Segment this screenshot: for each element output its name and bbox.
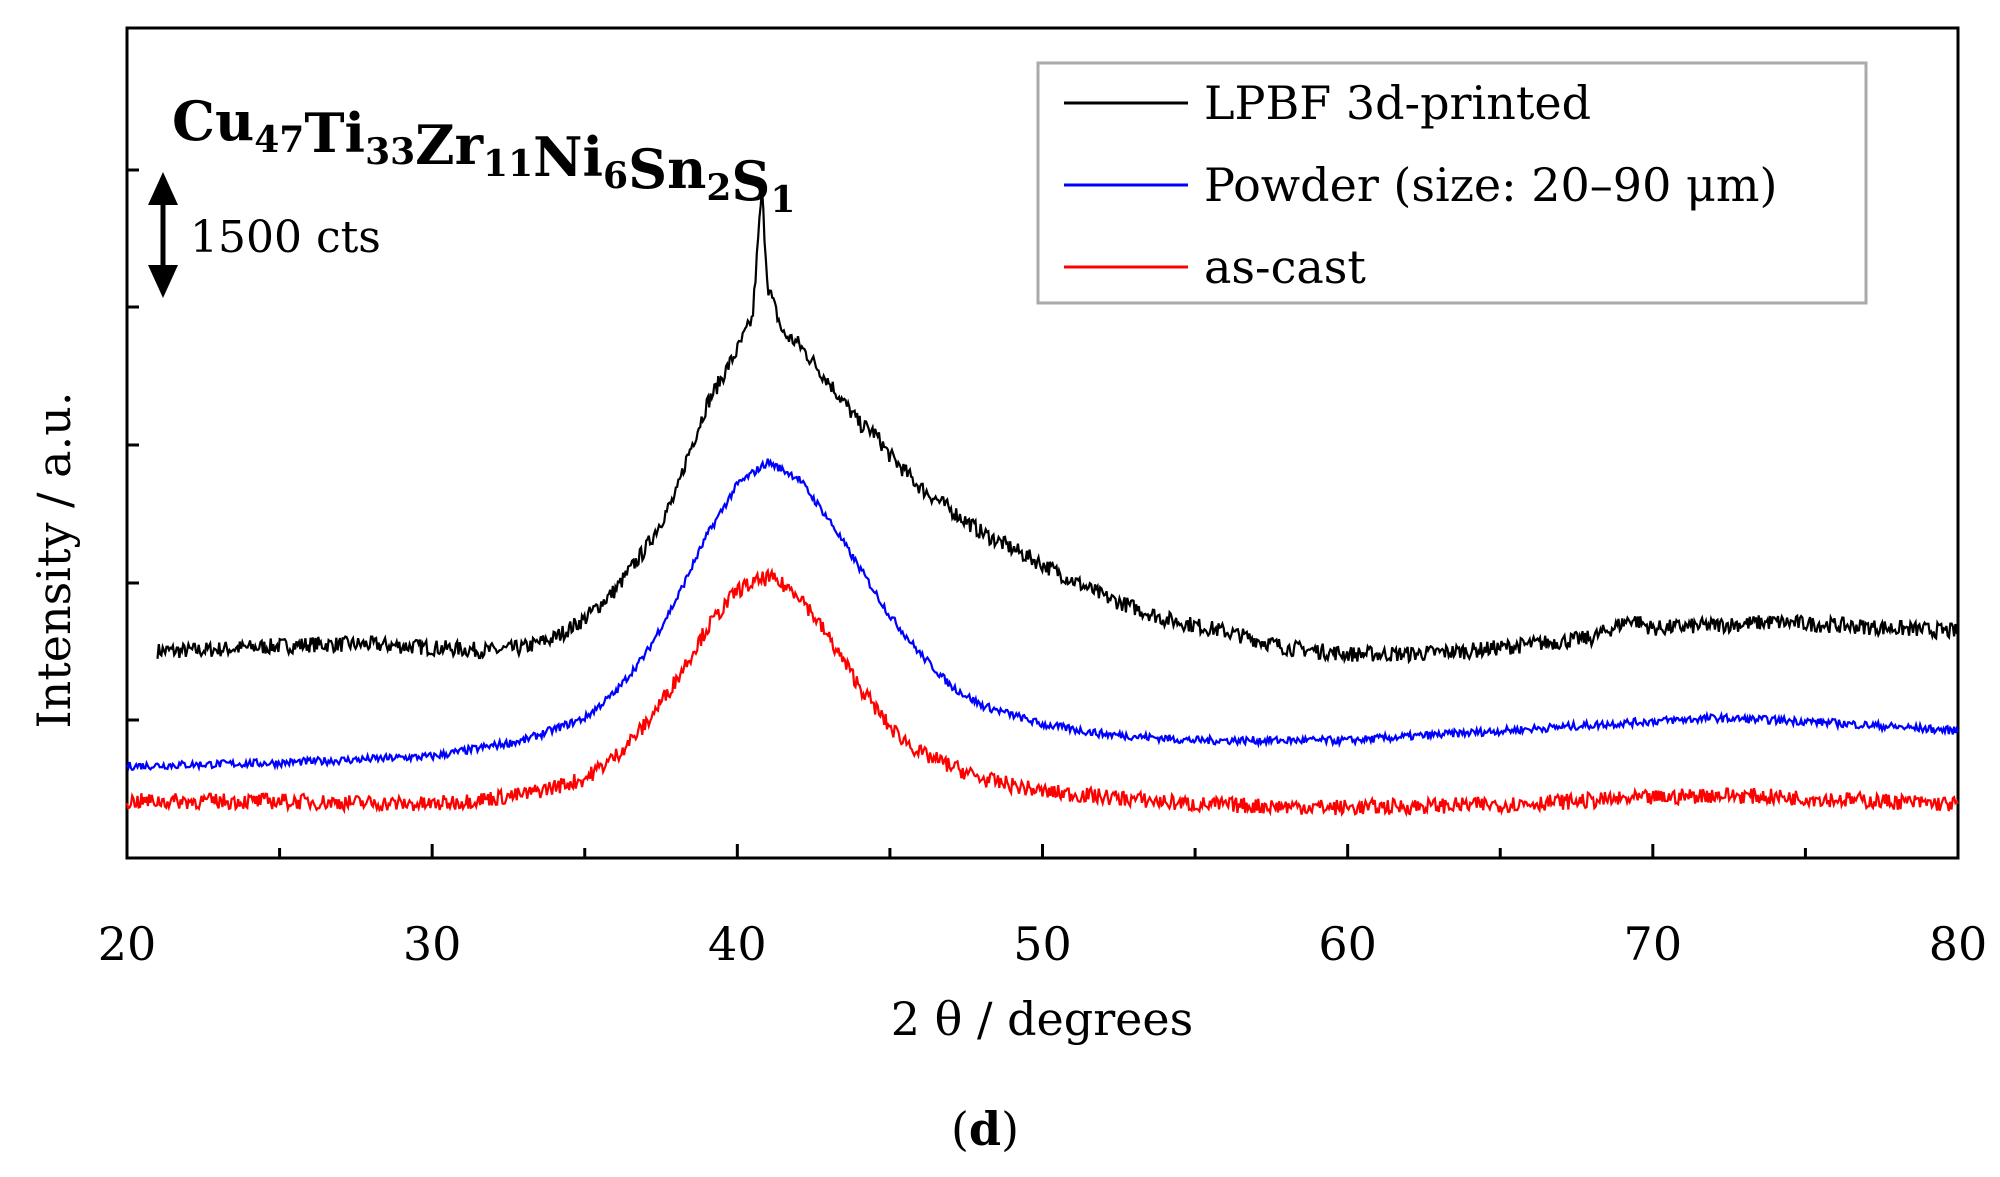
compound-subscript: 1: [770, 179, 795, 221]
series-line-2: [125, 567, 1959, 818]
compound-element: S: [731, 149, 770, 213]
compound-subscript: 47: [254, 119, 304, 161]
legend-label: LPBF 3d-printed: [1204, 76, 1591, 130]
x-tick-label: 30: [403, 917, 462, 971]
compound-element: Cu: [172, 89, 254, 153]
x-tick-labels: 20 30 40 50 60 70 80: [98, 917, 1988, 971]
compound-subscript: 2: [706, 167, 731, 209]
compound-element: Zr: [415, 113, 483, 177]
x-tick-label: 80: [1929, 917, 1988, 971]
x-tick-label: 40: [708, 917, 767, 971]
legend-label: as-cast: [1204, 240, 1366, 294]
axis-ticks: [125, 168, 1960, 858]
scale-bar-arrow-up: [148, 172, 178, 205]
compound-element: Ni: [533, 125, 603, 189]
legend: LPBF 3d-printed Powder (size: 20–90 μm) as…: [1036, 61, 1868, 305]
scale-bar: 1500 cts: [148, 172, 381, 298]
y-axis-title: Intensity / a.u.: [27, 392, 81, 729]
panel-label: (d): [951, 1102, 1019, 1156]
compound-subscript: 6: [603, 155, 628, 197]
x-tick-label: 70: [1624, 917, 1683, 971]
scale-bar-label: 1500 cts: [190, 212, 381, 263]
series-line-0: [156, 188, 1959, 665]
scale-bar-arrow-down: [148, 265, 178, 298]
x-tick-label: 50: [1013, 917, 1072, 971]
compound-element: Ti: [304, 101, 365, 165]
x-tick-label: 60: [1318, 917, 1377, 971]
series-layer: [125, 188, 1960, 818]
compound-subscript: 33: [365, 131, 415, 173]
x-axis-title: 2 θ / degrees: [891, 992, 1193, 1046]
compound-subscript: 11: [483, 143, 533, 185]
compound-formula: Cu47Ti33Zr11Ni6Sn2S1: [172, 89, 795, 221]
legend-label: Powder (size: 20–90 μm): [1204, 158, 1777, 212]
x-tick-label: 20: [98, 917, 157, 971]
series-line-1: [125, 458, 1960, 772]
compound-element: Sn: [628, 137, 706, 201]
